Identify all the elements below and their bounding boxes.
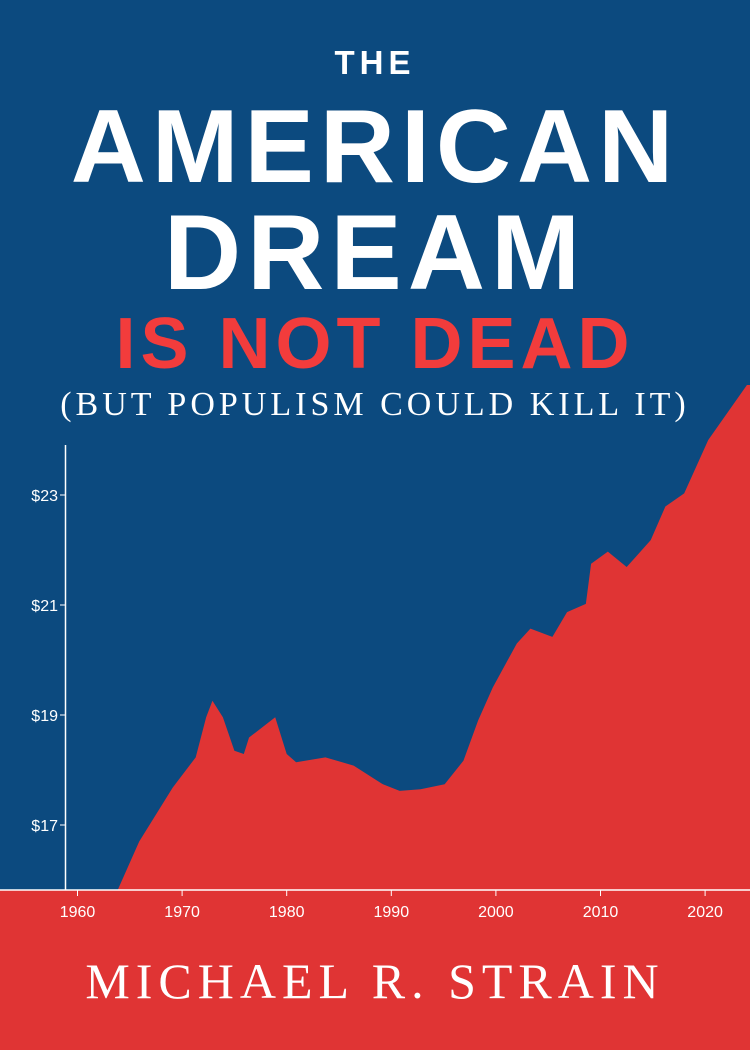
author-name: MICHAEL R. STRAIN — [85, 953, 665, 1009]
y-tick-label: $17 — [31, 818, 58, 835]
title-the: THE — [334, 44, 416, 81]
x-tick-label: 1960 — [60, 904, 96, 921]
title-dream: DREAM — [163, 192, 587, 312]
subtitle: (BUT POPULISM COULD KILL IT) — [60, 386, 690, 423]
x-tick-label: 1980 — [269, 904, 305, 921]
x-tick-label: 1970 — [164, 904, 200, 921]
x-tick-label: 2010 — [583, 904, 619, 921]
chart-area-series — [117, 385, 750, 891]
x-tick-label: 2000 — [478, 904, 514, 921]
x-tick-label: 2020 — [687, 904, 723, 921]
title-american: AMERICAN — [70, 89, 680, 205]
y-tick-label: $19 — [31, 708, 58, 725]
y-tick-label: $21 — [31, 598, 58, 615]
red-bottom-band — [0, 890, 750, 1050]
x-tick-label: 1990 — [374, 904, 410, 921]
title-is-not-dead: IS NOT DEAD — [115, 304, 635, 384]
y-tick-label: $23 — [31, 488, 58, 505]
